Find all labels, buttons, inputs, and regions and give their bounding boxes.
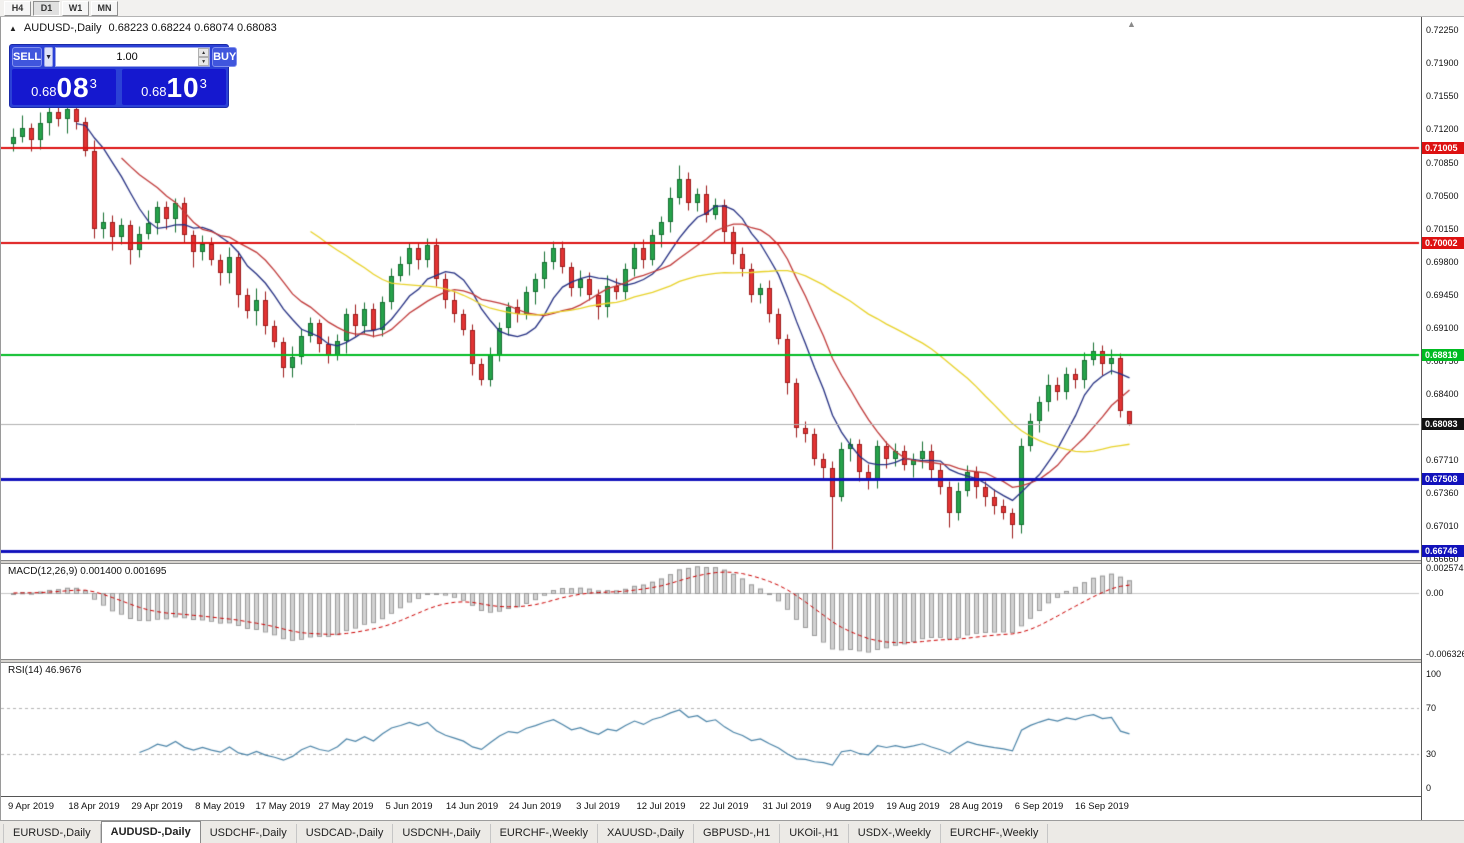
chart-tab-eurchf-5[interactable]: EURCHF-,Weekly — [491, 824, 598, 843]
sell-price-display[interactable]: 0.68 08 3 — [12, 69, 116, 105]
date-tick-label: 3 Jul 2019 — [576, 801, 620, 812]
chart-shift-marker-icon[interactable]: ▲ — [1127, 19, 1136, 29]
date-tick-label: 22 Jul 2019 — [699, 801, 749, 812]
sell-price-big: 08 — [56, 72, 90, 103]
time-axis[interactable]: 9 Apr 2019 18 Apr 2019 29 Apr 2019 8 May 20… — [1, 796, 1421, 820]
order-type-dropdown[interactable]: ▼ — [44, 47, 54, 67]
price-tick-label: 0.71200 — [1426, 124, 1459, 135]
date-tick-label: 14 Jun 2019 — [445, 801, 499, 812]
chart-window: ▲ AUDUSD-,Daily 0.68223 0.68224 0.68074 … — [0, 17, 1464, 820]
date-tick-label: 28 Aug 2019 — [949, 801, 1003, 812]
macd-indicator-label: MACD(12,26,9) 0.001400 0.001695 — [8, 566, 167, 577]
date-tick-label: 6 Sep 2019 — [1014, 801, 1064, 812]
volume-input[interactable] — [56, 48, 199, 66]
chart-tab-usdx-9[interactable]: USDX-,Weekly — [849, 824, 941, 843]
macd-scale-label: 0.00 — [1426, 588, 1444, 598]
price-tick-label: 0.72250 — [1426, 25, 1459, 35]
sell-button[interactable]: SELL — [12, 47, 43, 67]
price-tick-label: 0.66660 — [1426, 554, 1459, 565]
chart-tab-usdchf-2[interactable]: USDCHF-,Daily — [201, 824, 297, 843]
buy-button[interactable]: BUY — [212, 47, 238, 67]
price-tick-label: 0.70850 — [1426, 157, 1459, 168]
price-chart-canvas[interactable] — [1, 17, 1421, 796]
macd-scale-label: 0.002574 — [1426, 563, 1464, 574]
volume-field-wrap: ▲ ▼ — [55, 47, 211, 67]
chart-title: ▲ AUDUSD-,Daily 0.68223 0.68224 0.68074 … — [9, 22, 277, 34]
chart-tab-xauusd-6[interactable]: XAUUSD-,Daily — [598, 824, 694, 843]
date-tick-label: 24 Jun 2019 — [508, 801, 562, 812]
date-tick-label: 18 Apr 2019 — [68, 801, 120, 812]
level-price-label: 0.71005 — [1422, 141, 1464, 154]
pane-separator-rsi[interactable] — [1, 659, 1421, 663]
price-tick-label: 0.70500 — [1426, 190, 1459, 201]
chevron-down-icon: ▼ — [45, 53, 53, 61]
macd-scale-label: -0.006326 — [1426, 649, 1464, 660]
date-tick-label: 8 May 2019 — [195, 801, 245, 812]
price-tick-label: 0.71550 — [1426, 91, 1459, 102]
price-axis[interactable]: 0.72250 0.71900 0.71550 0.71200 0.70850 0.705… — [1421, 17, 1464, 820]
price-tick-label: 0.67710 — [1426, 454, 1459, 465]
price-tick-label: 0.67010 — [1426, 520, 1459, 531]
chart-tab-ukoil-8[interactable]: UKOil-,H1 — [780, 824, 849, 843]
chart-symbol-period: AUDUSD-,Daily — [23, 22, 102, 34]
date-tick-label: 27 May 2019 — [318, 801, 374, 812]
symbol-direction-icon: ▲ — [9, 23, 17, 33]
buy-price-prefix: 0.68 — [141, 84, 167, 99]
rsi-scale-label: 100 — [1426, 669, 1442, 679]
date-tick-label: 9 Aug 2019 — [825, 801, 875, 812]
volume-step-up-icon[interactable]: ▲ — [198, 48, 210, 57]
price-tick-label: 0.71900 — [1426, 58, 1459, 69]
timeframe-button-d1[interactable]: D1 — [33, 0, 60, 16]
sell-price-sup: 3 — [89, 76, 97, 91]
price-tick-label: 0.68400 — [1426, 389, 1459, 400]
rsi-indicator-label: RSI(14) 46.9676 — [8, 665, 82, 676]
rsi-scale-label: 70 — [1426, 703, 1437, 714]
buy-price-display[interactable]: 0.68 10 3 — [122, 69, 226, 105]
chart-tab-eurchf-10[interactable]: EURCHF-,Weekly — [941, 824, 1049, 843]
buy-price-big: 10 — [166, 72, 200, 103]
level-price-label: 0.66746 — [1422, 544, 1464, 557]
chart-tab-eurusd-0[interactable]: EURUSD-,Daily — [3, 824, 101, 843]
chart-tab-gbpusd-7[interactable]: GBPUSD-,H1 — [694, 824, 781, 843]
level-price-label: 0.70002 — [1422, 236, 1464, 249]
date-tick-label: 5 Jun 2019 — [385, 801, 433, 812]
buy-price-sup: 3 — [199, 76, 207, 91]
chart-tab-bar: EURUSD-,Daily AUDUSD-,Daily USDCHF-,Daily U… — [0, 820, 1464, 843]
date-tick-label: 12 Jul 2019 — [636, 801, 686, 812]
volume-step-down-icon[interactable]: ▼ — [198, 57, 210, 66]
volume-stepper: ▲ ▼ — [198, 48, 210, 66]
timeframe-toolbar: H4 D1 W1 MN — [0, 0, 1464, 17]
price-tick-label: 0.68750 — [1426, 356, 1459, 367]
timeframe-button-w1[interactable]: W1 — [62, 0, 89, 16]
level-price-label: 0.68819 — [1422, 348, 1464, 361]
price-tick-label: 0.69800 — [1426, 256, 1459, 267]
date-tick-label: 19 Aug 2019 — [886, 801, 940, 812]
date-tick-label: 29 Apr 2019 — [131, 801, 183, 812]
timeframe-button-mn[interactable]: MN — [91, 0, 118, 16]
chart-ohlc-values: 0.68223 0.68224 0.68074 0.68083 — [108, 22, 277, 34]
price-tick-label: 0.70150 — [1426, 223, 1459, 234]
date-tick-label: 17 May 2019 — [255, 801, 311, 812]
date-tick-label: 31 Jul 2019 — [762, 801, 812, 812]
price-tick-label: 0.69450 — [1426, 290, 1459, 300]
date-tick-label: 9 Apr 2019 — [8, 801, 54, 812]
rsi-scale-label: 30 — [1426, 748, 1437, 759]
chart-tab-usdcad-3[interactable]: USDCAD-,Daily — [297, 824, 394, 843]
chart-tab-audusd-1[interactable]: AUDUSD-,Daily — [100, 821, 201, 843]
level-price-label: 0.67508 — [1422, 472, 1464, 485]
rsi-scale-label: 0 — [1426, 783, 1432, 793]
chart-tab-usdcnh-4[interactable]: USDCNH-,Daily — [393, 824, 491, 843]
current-price-label: 0.68083 — [1422, 418, 1464, 431]
pane-separator-macd[interactable] — [1, 560, 1421, 564]
price-tick-label: 0.67360 — [1426, 487, 1459, 498]
sell-price-prefix: 0.68 — [31, 84, 57, 99]
timeframe-button-h4[interactable]: H4 — [4, 0, 31, 16]
date-tick-label: 16 Sep 2019 — [1075, 801, 1129, 812]
price-tick-label: 0.69100 — [1426, 323, 1459, 334]
